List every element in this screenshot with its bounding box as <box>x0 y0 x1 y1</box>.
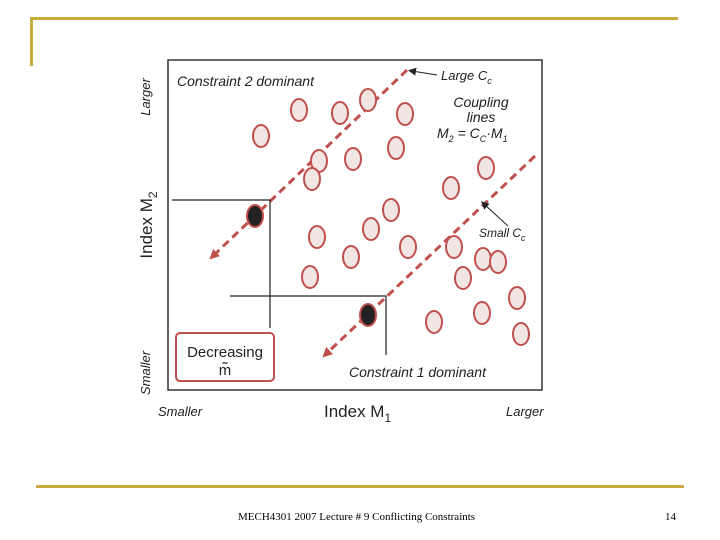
decreasing-box <box>175 332 275 382</box>
material-bubble <box>290 98 308 122</box>
coupling-label-line1: Coupling <box>453 94 508 110</box>
material-bubble <box>474 247 492 271</box>
material-bubble <box>425 310 443 334</box>
material-bubble <box>454 266 472 290</box>
x-axis-max-label: Larger <box>506 404 544 419</box>
selected-material-bubble <box>246 204 264 228</box>
material-bubble <box>473 301 491 325</box>
material-bubble <box>359 88 377 112</box>
m-tilde-label: m̃ <box>219 362 232 379</box>
x-axis-min-label: Smaller <box>158 404 203 419</box>
large-cc-pointer <box>408 67 438 76</box>
guide-line-m1 <box>230 295 387 355</box>
material-bubble <box>342 245 360 269</box>
coupling-label-line2: lines <box>467 109 496 125</box>
small-cc-pointer <box>481 201 509 227</box>
material-bubble <box>445 235 463 259</box>
region-top-label: Constraint 2 dominant <box>177 73 315 89</box>
y-axis-min-label: Smaller <box>138 350 153 395</box>
material-bubble <box>512 322 530 346</box>
material-bubble <box>331 101 349 125</box>
x-axis-title: Index M1 <box>324 402 391 425</box>
material-bubble <box>301 265 319 289</box>
coupling-equation: M2 = CC·M1 <box>437 125 508 144</box>
selected-material-bubble <box>359 303 377 327</box>
material-bubble <box>387 136 405 160</box>
material-bubble <box>399 235 417 259</box>
decreasing-label: Decreasing <box>187 344 263 361</box>
material-bubble <box>396 102 414 126</box>
material-bubble <box>489 250 507 274</box>
large-cc-label: Large Cc <box>441 68 492 86</box>
y-axis-max-label: Larger <box>138 78 153 116</box>
material-bubble <box>362 217 380 241</box>
material-bubble <box>442 176 460 200</box>
top-rule <box>30 17 678 20</box>
y-axis-title: Index M2 <box>137 191 160 258</box>
left-rule <box>30 17 33 66</box>
material-bubble <box>344 147 362 171</box>
material-bubble <box>382 198 400 222</box>
material-bubble <box>508 286 526 310</box>
footer-title: MECH4301 2007 Lecture # 9 Conflicting Co… <box>238 511 476 523</box>
bottom-rule <box>36 485 684 488</box>
material-bubble <box>477 156 495 180</box>
page-number: 14 <box>665 511 676 523</box>
guide-line-m2 <box>172 199 271 328</box>
material-bubble <box>252 124 270 148</box>
region-bottom-label: Constraint 1 dominant <box>349 364 487 380</box>
material-bubble <box>308 225 326 249</box>
material-bubble <box>303 167 321 191</box>
small-cc-label: Small Cc <box>479 226 526 243</box>
